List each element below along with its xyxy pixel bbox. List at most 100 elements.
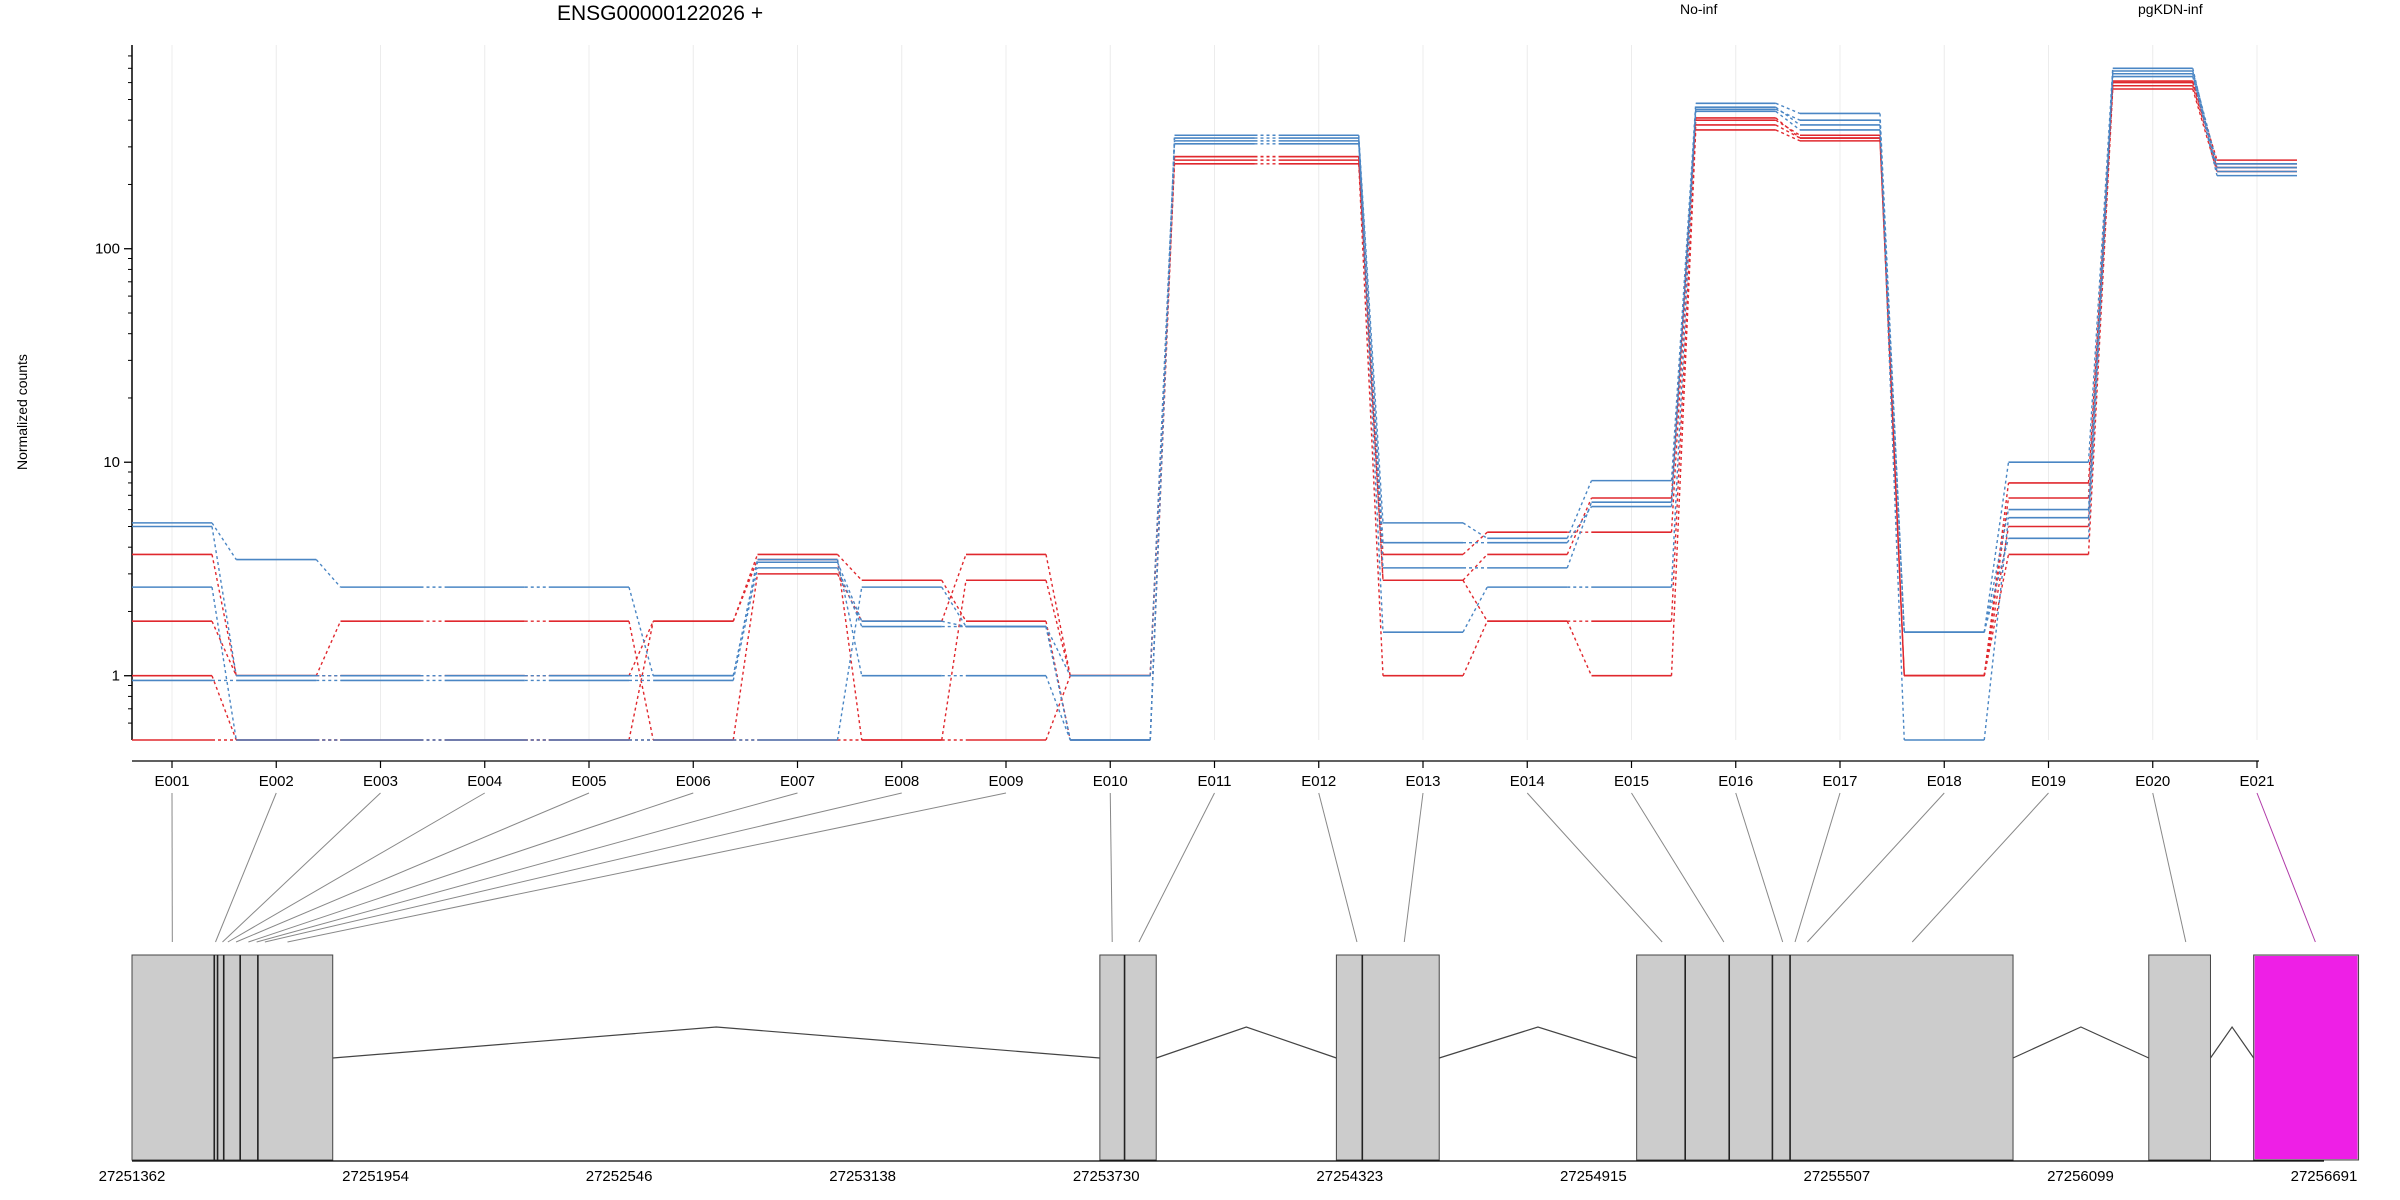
sample-connector-line — [1149, 143, 1176, 741]
genomic-tick-label: 27254323 — [1316, 1168, 1383, 1185]
sample-connector-line — [1566, 480, 1593, 539]
sample-connector-line — [315, 559, 342, 588]
exon-mapping-line — [1911, 792, 2049, 943]
sample-connector-line — [1358, 135, 1384, 523]
sample-connector-line — [1670, 109, 1697, 507]
sample-connector-line — [1358, 140, 1384, 633]
sample-connector-line — [1149, 137, 1176, 741]
genomic-tick-label: 27254915 — [1560, 1168, 1627, 1185]
sample-connector-line — [941, 579, 967, 622]
sample-connector-line — [1358, 156, 1384, 581]
sample-connector-line — [1670, 120, 1697, 533]
intron-line — [332, 1026, 1100, 1059]
sample-connector-line — [732, 562, 759, 676]
sample-connector-line — [1045, 626, 1071, 677]
sample-connector-line — [1983, 509, 2010, 633]
genomic-tick-label: 27256691 — [2291, 1168, 2358, 1185]
sample-connector-line — [315, 620, 342, 677]
exon-mapping-line — [2256, 792, 2316, 943]
sample-connector-line — [1566, 620, 1593, 677]
sample-connector-line — [1983, 482, 2010, 676]
sample-connector-line — [1566, 506, 1593, 544]
exon-block — [2148, 954, 2211, 1161]
exon-mapping-line — [2152, 792, 2187, 943]
x-tick-label: E005 — [571, 773, 606, 790]
sample-connector-line — [732, 554, 759, 622]
genomic-tick-label: 27256099 — [2047, 1168, 2114, 1185]
legend-no-inf: No-inf — [1680, 1, 1718, 17]
genomic-tick-label: 27251362 — [99, 1168, 166, 1185]
sample-connector-line — [1879, 135, 1905, 676]
sample-connector-line — [1462, 586, 1488, 633]
y-tick-label: 100 — [95, 241, 120, 258]
sample-connector-line — [1462, 620, 1488, 677]
x-tick-label: E013 — [1405, 773, 1440, 790]
sample-connector-line — [1045, 554, 1071, 676]
exon-block — [131, 954, 334, 1161]
sample-connector-line — [1983, 554, 2010, 676]
x-tick-label: E008 — [884, 773, 919, 790]
x-tick-label: E011 — [1198, 773, 1232, 790]
sample-connector-line — [1775, 110, 1801, 131]
sample-connector-line — [1045, 626, 1071, 741]
sample-connector-line — [1358, 143, 1384, 568]
x-tick-label: E016 — [1718, 773, 1753, 790]
exon-mapping-line — [222, 792, 381, 943]
sample-connector-line — [836, 559, 863, 741]
sample-connector-line — [1983, 462, 2010, 633]
sample-connector-line — [211, 620, 237, 677]
sample-connector-line — [1775, 102, 1801, 115]
sample-connector-line — [941, 586, 967, 627]
genomic-tick-label: 27252546 — [586, 1168, 653, 1185]
sample-connector-line — [2087, 70, 2114, 518]
exon-mapping-line — [1318, 792, 1358, 943]
sample-connector-line — [1045, 580, 1071, 676]
x-tick-label: E017 — [1822, 773, 1857, 790]
x-tick-label: E010 — [1093, 773, 1128, 790]
sample-connector-line — [1775, 119, 1801, 136]
sample-connector-line — [732, 573, 759, 741]
exon-mapping-line — [264, 792, 902, 943]
y-tick-label: 10 — [103, 454, 120, 471]
x-tick-label: E020 — [2135, 773, 2170, 790]
exon-block — [1636, 954, 2014, 1161]
sample-connector-line — [1358, 163, 1384, 676]
exon-mapping-line — [256, 792, 798, 943]
x-tick-label: E001 — [154, 773, 189, 790]
sample-connector-line — [211, 675, 237, 741]
exon-mapping-line — [1138, 792, 1215, 943]
genomic-tick-label: 27255507 — [1804, 1168, 1871, 1185]
sample-connector-line — [836, 559, 863, 676]
genomic-tick-label: 27253138 — [829, 1168, 896, 1185]
x-tick-label: E014 — [1510, 773, 1545, 790]
intron-line — [1439, 1026, 1637, 1059]
exon-block — [1335, 954, 1440, 1161]
exon-mapping-line — [1109, 792, 1113, 943]
sample-connector-line — [1775, 129, 1801, 142]
chart-title: ENSG00000122026 + — [557, 2, 764, 25]
sample-connector-line — [211, 587, 237, 741]
x-tick-label: E015 — [1614, 773, 1649, 790]
sample-connector-line — [2192, 88, 2218, 172]
genomic-tick-label: 27253730 — [1073, 1168, 1140, 1185]
genomic-tick-label: 27251954 — [342, 1168, 409, 1185]
sample-connector-line — [732, 559, 759, 676]
exon-mapping-line — [1735, 792, 1784, 943]
sample-connector-line — [1462, 522, 1488, 539]
x-tick-label: E019 — [2031, 773, 2066, 790]
sample-connector-line — [1670, 124, 1697, 622]
sample-connector-line — [732, 567, 759, 681]
x-tick-label: E021 — [2239, 773, 2274, 790]
intron-line — [2012, 1026, 2150, 1059]
intron-line — [2209, 1025, 2255, 1059]
sample-connector-line — [1983, 517, 2010, 741]
exon-mapping-line — [248, 792, 694, 943]
sample-connector-line — [1775, 117, 1801, 139]
sample-connector-line — [1149, 140, 1176, 676]
sample-connector-line — [2192, 76, 2218, 168]
sample-connector-line — [211, 522, 237, 560]
sample-connector-line — [1775, 124, 1801, 139]
sample-connector-line — [941, 580, 967, 741]
exon-mapping-line — [227, 792, 486, 943]
